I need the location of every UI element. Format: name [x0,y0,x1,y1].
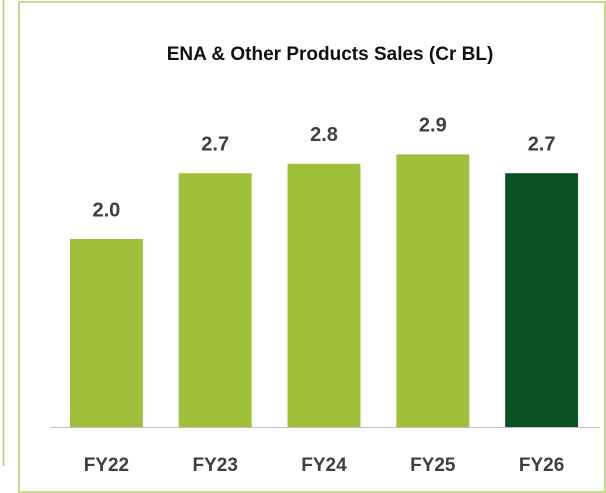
data-label: 2.8 [310,124,338,146]
x-tick-label: FY23 [192,455,237,476]
bar [178,173,252,427]
bar [396,154,470,427]
chart-title: ENA & Other Products Sales (Cr BL) [167,44,494,65]
bar [287,163,361,428]
data-label: 2.7 [528,133,556,155]
bar [505,173,579,427]
x-tick-label: FY22 [84,455,129,476]
data-label: 2.7 [201,133,229,155]
x-tick-label: FY26 [519,455,564,476]
data-label: 2.0 [92,199,120,221]
x-tick-label: FY25 [410,455,456,476]
data-label: 2.9 [419,115,447,137]
panel-border [18,1,606,493]
bar [69,239,143,427]
x-tick-label: FY24 [301,455,347,476]
